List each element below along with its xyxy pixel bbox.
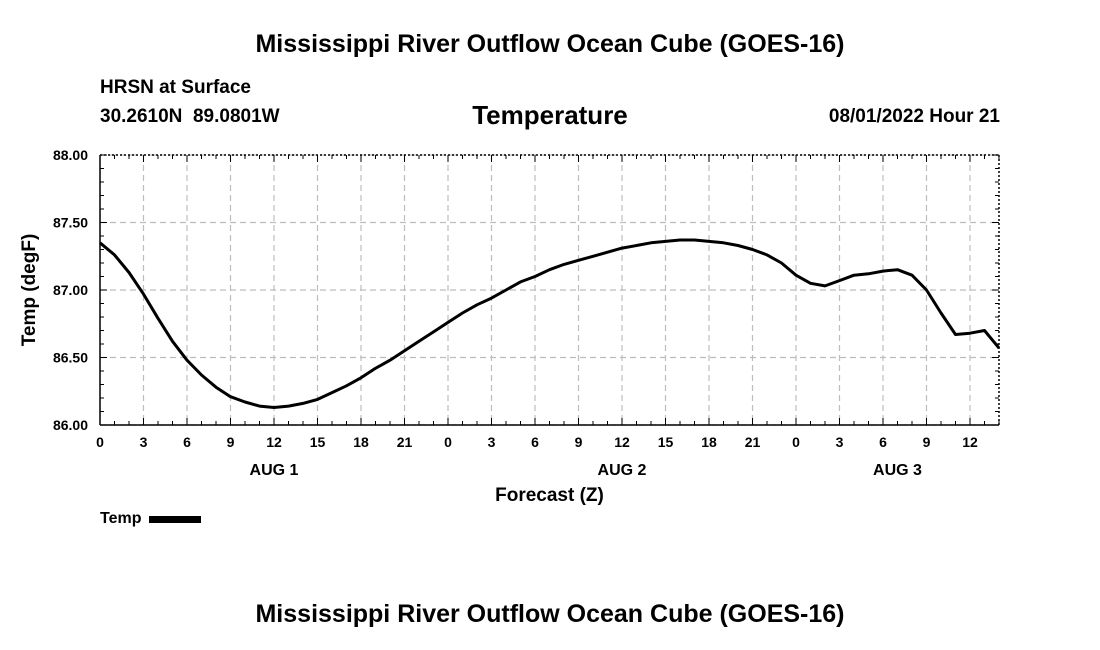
x-tick-label: 21 (745, 434, 761, 450)
y-tick-label: 86.50 (53, 350, 88, 366)
series-line-temp (99, 238, 1001, 409)
x-tick-label: 6 (879, 434, 887, 450)
x-tick-label: 9 (227, 434, 235, 450)
x-tick-label: 0 (792, 434, 800, 450)
x-tick-label: 3 (836, 434, 844, 450)
y-tick-label: 86.00 (53, 417, 88, 433)
x-tick-label: 18 (353, 434, 369, 450)
x-tick-label: 18 (701, 434, 717, 450)
chart-title: Temperature (472, 100, 628, 130)
page-title: Mississippi River Outflow Ocean Cube (GO… (255, 30, 845, 58)
day-label: AUG 3 (873, 462, 922, 479)
x-tick-label: 0 (96, 434, 104, 450)
x-tick-label: 9 (575, 434, 583, 450)
x-tick-label: 15 (310, 434, 326, 450)
x-tick-label: 3 (488, 434, 496, 450)
x-tick-label: 12 (614, 434, 630, 450)
x-tick-label: 0 (444, 434, 452, 450)
x-tick-label: 12 (962, 434, 978, 450)
x-tick-label: 3 (140, 434, 148, 450)
x-axis-title: Forecast (Z) (495, 485, 604, 506)
legend: Temp (100, 510, 202, 528)
x-tick-label: 6 (183, 434, 191, 450)
valid-time-label: 08/01/2022 Hour 21 (828, 106, 1000, 127)
location-label: HRSN at Surface (100, 77, 251, 98)
day-label: AUG 2 (598, 462, 647, 479)
y-tick-label: 87.00 (53, 282, 88, 298)
y-axis-title: Temp (degF) (19, 234, 40, 347)
legend-label: Temp (100, 510, 142, 527)
day-label: AUG 1 (250, 462, 299, 479)
y-tick-label: 87.50 (53, 215, 88, 231)
x-tick-label: 15 (658, 434, 674, 450)
coordinates-label: 30.2610N 89.0801W (100, 106, 280, 127)
x-tick-label: 9 (923, 434, 931, 450)
y-tick-label: 88.00 (53, 147, 88, 163)
x-tick-label: 21 (397, 434, 413, 450)
x-tick-label: 6 (531, 434, 539, 450)
legend-line-swatch (149, 515, 202, 523)
x-tick-label: 12 (266, 434, 282, 450)
footer-title: Mississippi River Outflow Ocean Cube (GO… (255, 600, 845, 628)
